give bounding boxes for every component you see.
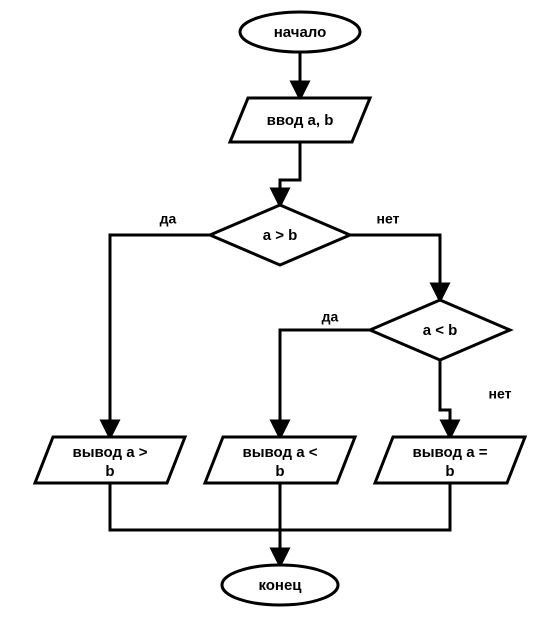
branch-dec2_no: нет <box>489 386 512 402</box>
label-start: начало <box>274 24 327 41</box>
edge <box>350 235 440 300</box>
flowchart-canvas: начало ввод a, b a > b a < b вывод a > b вывод… <box>0 0 552 632</box>
edge <box>440 360 450 437</box>
label-dec2: a < b <box>423 322 458 339</box>
label-out3-2: b <box>445 463 454 480</box>
label-out1-1: вывод a > <box>73 444 148 461</box>
label-input: ввод a, b <box>267 112 334 129</box>
edge <box>280 330 370 437</box>
edge <box>280 142 300 205</box>
label-dec1: a > b <box>263 227 298 244</box>
label-out2-2: b <box>275 463 284 480</box>
edge <box>280 483 450 530</box>
edge <box>110 235 210 437</box>
branch-dec2_yes: да <box>322 309 339 325</box>
label-end: конец <box>258 577 302 594</box>
branch-dec1_no: нет <box>377 211 400 227</box>
label-out3-1: вывод a = <box>413 444 488 461</box>
branch-dec1_yes: да <box>160 211 177 227</box>
edge <box>110 483 280 530</box>
label-out1-2: b <box>105 463 114 480</box>
label-out2-1: вывод a < <box>243 444 318 461</box>
